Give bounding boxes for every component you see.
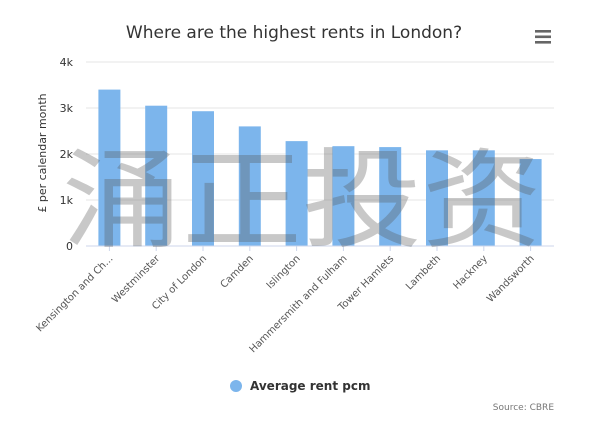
x-tick-label: Kensington and Ch...: [34, 253, 115, 334]
y-axis-ticks: 0 1k 2k 3k 4k: [60, 56, 74, 253]
y-tick-label: 1k: [60, 194, 74, 207]
y-tick-label: 0: [66, 240, 73, 253]
legend[interactable]: Average rent pcm: [230, 379, 370, 393]
bar-series: [98, 89, 542, 246]
chart-title: Where are the highest rents in London?: [126, 23, 462, 43]
context-menu-button[interactable]: [530, 26, 556, 48]
hamburger-menu-icon: [535, 30, 551, 44]
legend-item-label: Average rent pcm: [250, 379, 370, 393]
x-tick-label: Hammersmith and Fulham: [248, 253, 350, 355]
y-axis-title: £ per calendar month: [36, 93, 49, 212]
y-tick-label: 3k: [60, 102, 74, 115]
chart-credit: Source: CBRE: [493, 403, 555, 413]
y-tick-label: 4k: [60, 56, 74, 69]
bar: [332, 146, 355, 246]
bar: [238, 126, 261, 246]
bar: [379, 147, 402, 246]
y-tick-label: 2k: [60, 148, 74, 161]
bar: [519, 159, 542, 246]
legend-swatch: [230, 380, 242, 392]
bar: [472, 150, 495, 246]
bar: [98, 89, 121, 246]
bar: [145, 105, 168, 246]
bar: [426, 150, 448, 246]
bar: [192, 111, 214, 246]
bar: [285, 141, 308, 246]
watermark-text: 涌正投资: [62, 139, 542, 264]
